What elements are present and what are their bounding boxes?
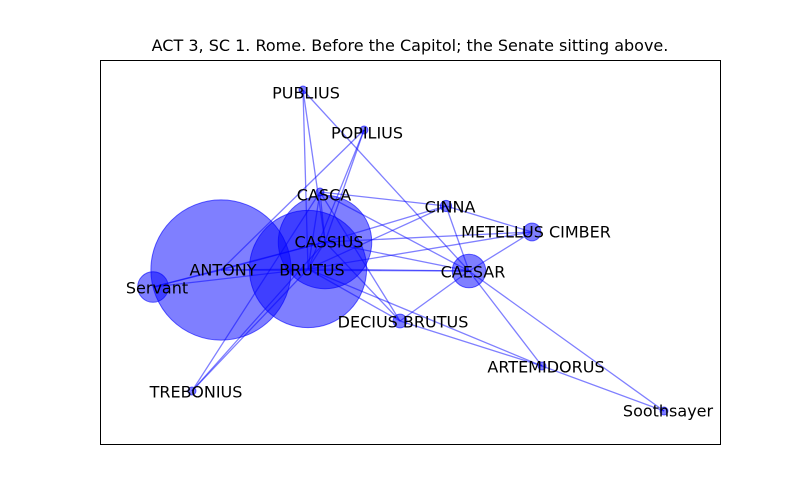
node-brutus [248, 209, 368, 329]
node-label-brutus: BRUTUS [279, 261, 344, 280]
node-popilius [359, 125, 369, 135]
edge-artemidorus-soothsayer [541, 365, 665, 412]
node-label-caesar: CAESAR [441, 263, 506, 282]
node-label-trebonius: TREBONIUS [149, 383, 243, 402]
node-label-cassius: CASSIUS [294, 233, 363, 252]
node-label-soothsayer: Soothsayer [623, 402, 714, 421]
edge-publius-caesar [302, 89, 470, 272]
node-cinna [439, 199, 453, 213]
node-label-cinna: CINNA [425, 198, 476, 217]
node-metellus [522, 222, 542, 242]
edge-decius-artemidorus [399, 320, 543, 367]
node-label-servant: Servant [126, 279, 188, 298]
node-label-popilius: POPILIUS [331, 124, 403, 143]
node-label-antony: ANTONY [189, 261, 256, 280]
node-label-metellus: METELLUS CIMBER [461, 223, 611, 242]
node-servant [137, 271, 169, 303]
labels-group: PUBLIUS POPILIUS CASCA CINNA METELLUS CIMBER… [126, 84, 714, 421]
edge-caesar-artemidorus [468, 270, 543, 367]
node-soothsayer [659, 406, 669, 416]
node-label-decius: DECIUS BRUTUS [338, 313, 469, 332]
node-label-publius: PUBLIUS [272, 84, 340, 103]
edge-caesar-soothsayer [468, 270, 665, 412]
node-label-artemidorus: ARTEMIDORUS [487, 358, 604, 377]
nodes-group [137, 85, 669, 416]
node-label-casca: CASCA [297, 186, 351, 205]
node-publius [298, 85, 308, 95]
node-trebonius [187, 386, 197, 396]
node-caesar [451, 253, 487, 289]
node-decius [392, 313, 408, 329]
plot-frame [100, 60, 721, 445]
node-artemidorus [537, 361, 547, 371]
edge-casca-cinna [319, 191, 447, 207]
edge-cinna-metellus [445, 205, 533, 233]
chart-title: ACT 3, SC 1. Rome. Before the Capitol; t… [151, 36, 669, 55]
